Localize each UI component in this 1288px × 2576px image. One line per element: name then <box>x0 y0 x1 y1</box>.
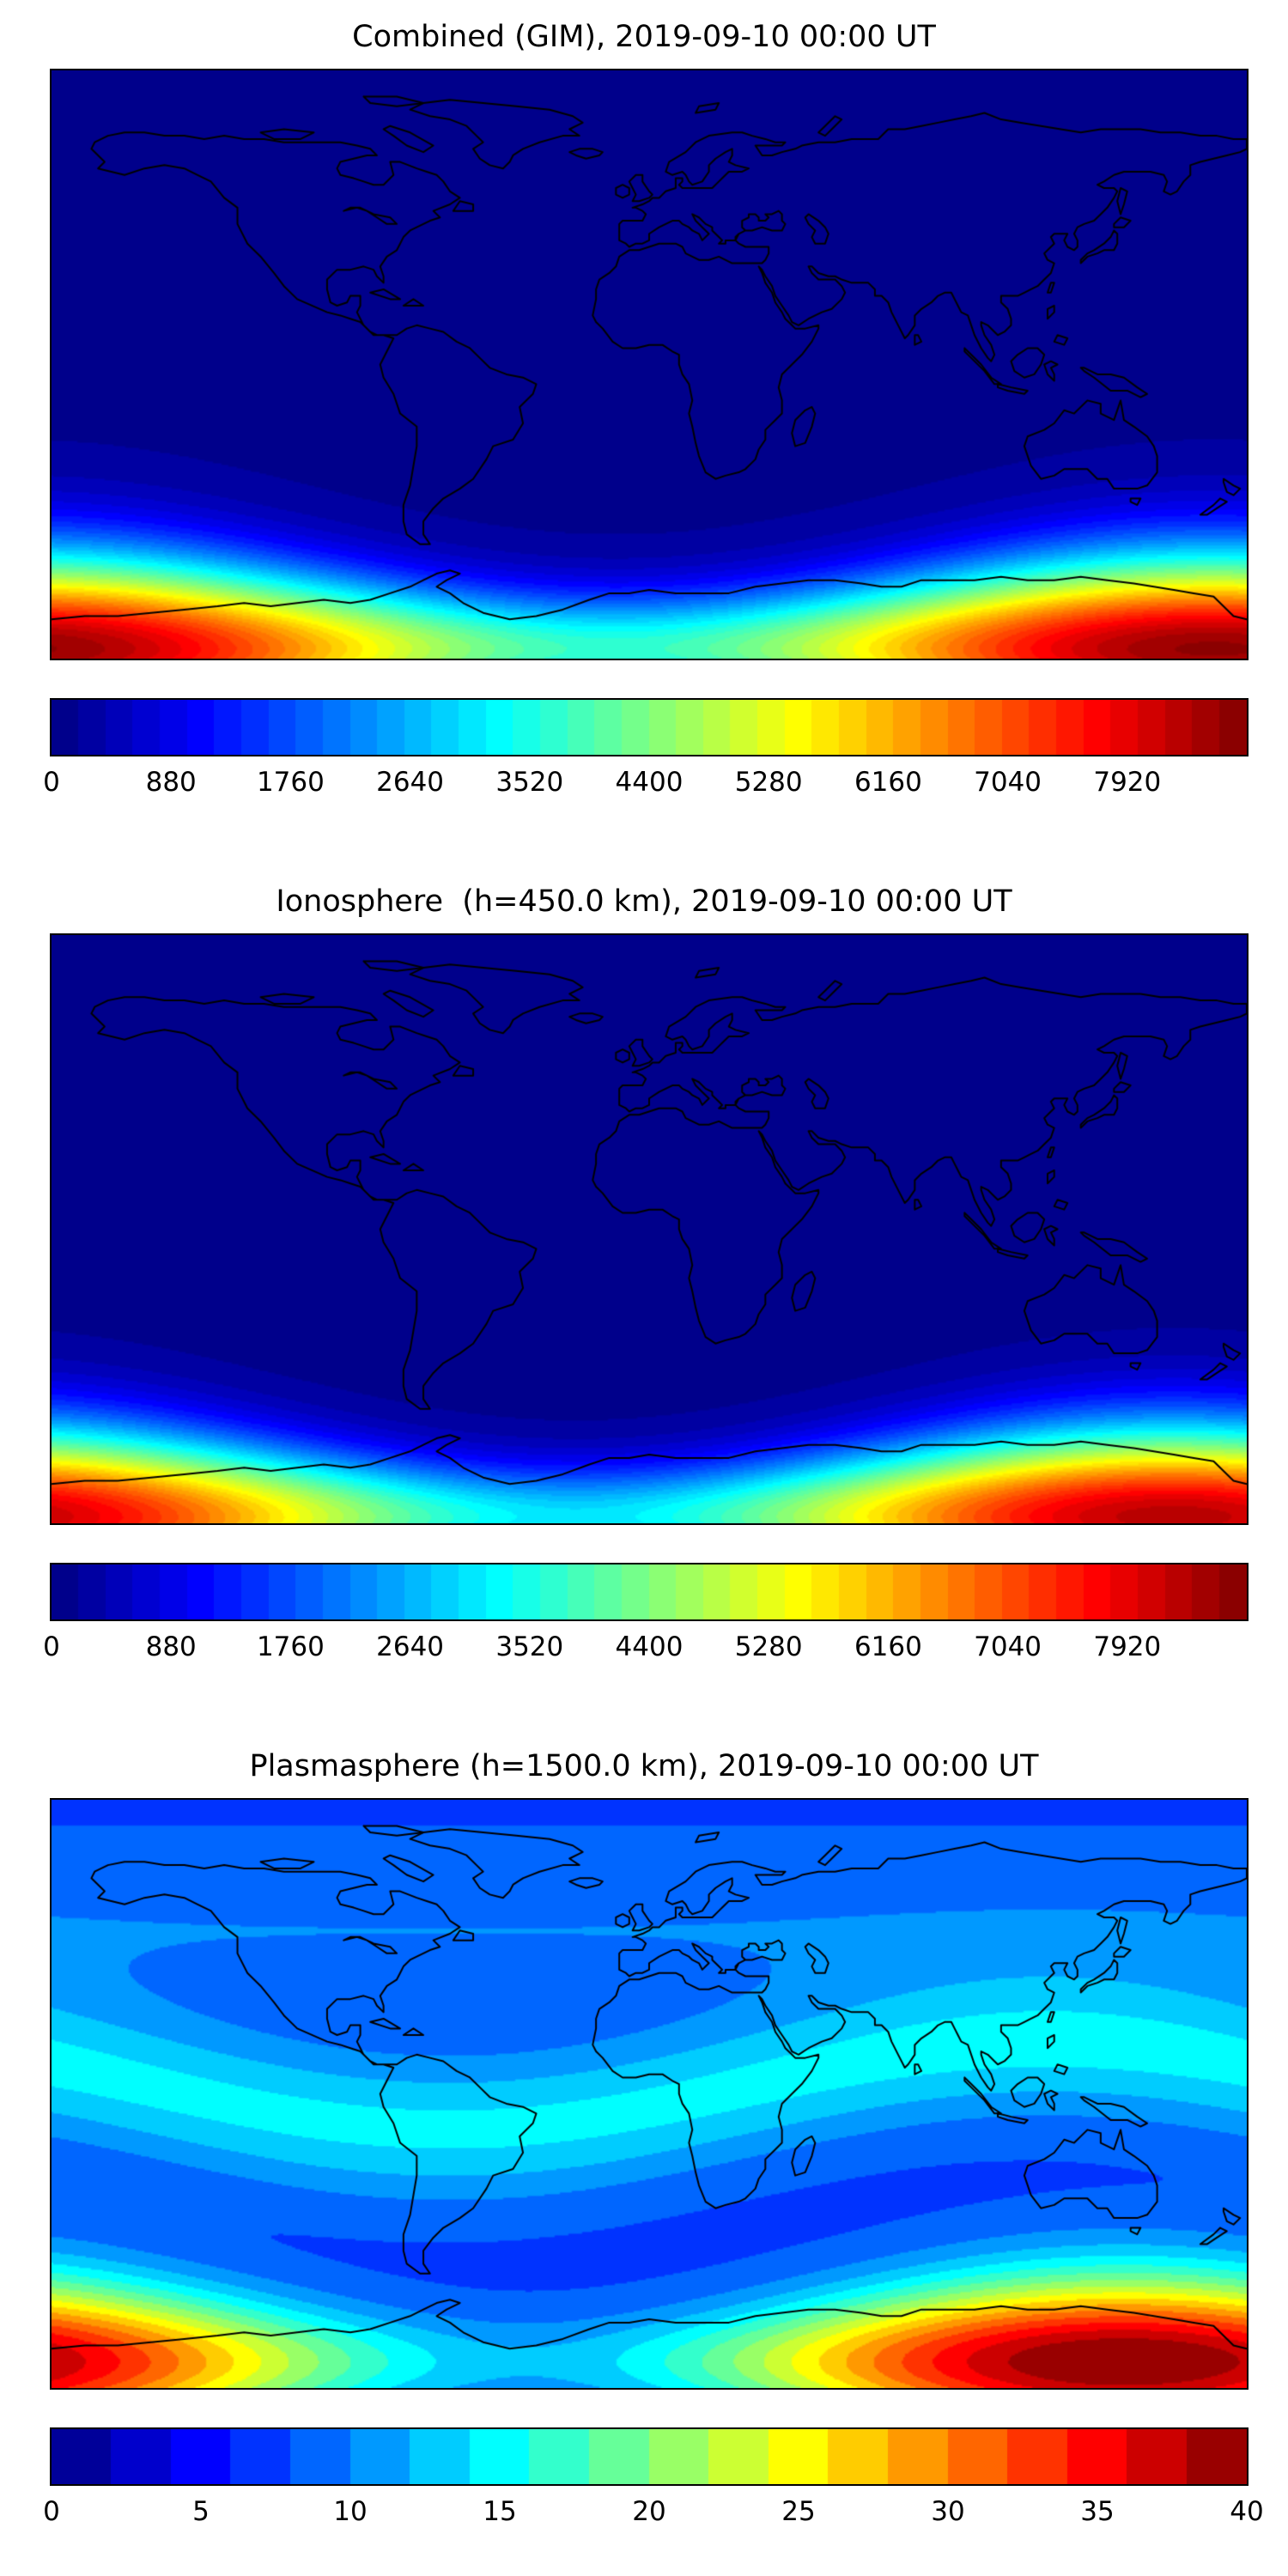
cbar-tick-label: 40 <box>1230 2496 1264 2527</box>
map-canvas-0 <box>52 70 1247 659</box>
colorbar-frame-ionosphere <box>50 1563 1249 1621</box>
cbar-tick-label: 30 <box>931 2496 965 2527</box>
cbar-tick-label: 1760 <box>256 767 325 798</box>
cbar-tick-label: 7040 <box>974 1631 1042 1662</box>
map-frame-plasmasphere <box>50 1798 1249 2390</box>
cbar-tick-label: 6160 <box>854 1631 922 1662</box>
colorbar-canvas-1 <box>52 1564 1247 1619</box>
cbar-tick-label: 1760 <box>256 1631 325 1662</box>
panel-title-ionosphere: Ionosphere (h=450.0 km), 2019-09-10 00:0… <box>276 884 1012 919</box>
panel-title-plasmasphere: Plasmasphere (h=1500.0 km), 2019-09-10 0… <box>249 1749 1039 1783</box>
map-frame-combined <box>50 69 1249 660</box>
panel-title-combined: Combined (GIM), 2019-09-10 00:00 UT <box>352 20 936 54</box>
cbar-tick-label: 4400 <box>615 767 683 798</box>
cbar-tick-label: 0 <box>43 767 60 798</box>
panel-ionosphere: Ionosphere (h=450.0 km), 2019-09-10 00:0… <box>0 801 1288 1666</box>
cbar-tick-label: 7040 <box>974 767 1042 798</box>
map-frame-ionosphere <box>50 933 1249 1525</box>
map-canvas-1 <box>52 935 1247 1523</box>
cbar-tick-label: 0 <box>43 2496 60 2527</box>
cbar-tick-label: 20 <box>632 2496 666 2527</box>
cbar-tick-label: 2640 <box>376 1631 445 1662</box>
cbar-tick-label: 5 <box>192 2496 210 2527</box>
cbar-tick-label: 5280 <box>734 767 803 798</box>
colorbar-canvas-2 <box>52 2429 1247 2484</box>
cbar-tick-label: 880 <box>145 767 197 798</box>
cbar-tick-label: 2640 <box>376 767 445 798</box>
cbar-tick-label: 3520 <box>495 1631 564 1662</box>
cbar-tick-label: 3520 <box>495 767 564 798</box>
cbar-tick-label: 35 <box>1080 2496 1115 2527</box>
panel-plasmasphere: Plasmasphere (h=1500.0 km), 2019-09-10 0… <box>0 1666 1288 2530</box>
cbar-tick-label: 5280 <box>734 1631 803 1662</box>
colorbar-canvas-0 <box>52 700 1247 755</box>
colorbar-frame-plasmasphere <box>50 2427 1249 2486</box>
cbar-tick-label: 6160 <box>854 767 922 798</box>
cbar-tick-label: 0 <box>43 1631 60 1662</box>
cbar-tick-label: 880 <box>145 1631 197 1662</box>
cbar-ticks-0: 0 880 1760 2640 3520 4400 5280 6160 7040 7920 <box>43 763 1247 801</box>
cbar-tick-label: 4400 <box>615 1631 683 1662</box>
cbar-ticks-1: 0 880 1760 2640 3520 4400 5280 6160 7040 7920 <box>43 1628 1247 1666</box>
cbar-tick-label: 10 <box>333 2496 368 2527</box>
cbar-tick-label: 15 <box>483 2496 517 2527</box>
map-canvas-2 <box>52 1800 1247 2388</box>
cbar-tick-label: 7920 <box>1093 1631 1162 1662</box>
panel-combined: Combined (GIM), 2019-09-10 00:00 UT 0 880… <box>0 0 1288 801</box>
colorbar-frame-combined <box>50 698 1249 756</box>
cbar-tick-label: 25 <box>781 2496 816 2527</box>
cbar-tick-label: 7920 <box>1093 767 1162 798</box>
cbar-ticks-2: 0 5 10 15 20 25 30 35 40 <box>43 2493 1264 2530</box>
